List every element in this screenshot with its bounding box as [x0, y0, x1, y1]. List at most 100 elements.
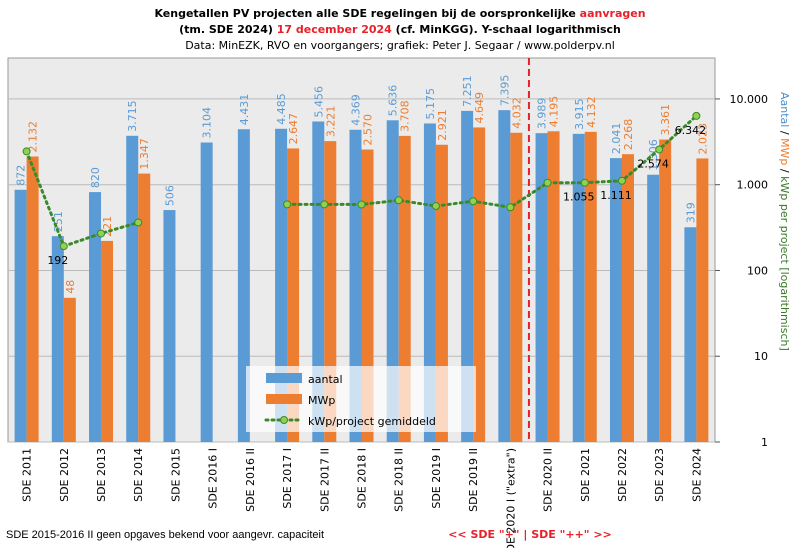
value-label: 1.055 — [563, 191, 595, 204]
bar — [312, 121, 325, 442]
value-label: 3.221 — [324, 106, 337, 138]
value-label: 7.251 — [461, 75, 474, 107]
text-part: Kengetallen PV projecten alle SDE regeli… — [154, 7, 579, 20]
value-label: 4.649 — [473, 92, 486, 124]
value-label: 5.175 — [424, 88, 437, 120]
x-tick-label: SDE 2021 — [579, 448, 592, 502]
value-label: 872 — [15, 165, 28, 186]
divider-label: << SDE "+" | SDE "++" >> — [448, 528, 612, 541]
x-tick-label: SDE 2016 I — [207, 448, 220, 509]
bar — [659, 139, 672, 442]
value-label: 3.715 — [126, 100, 139, 132]
legend-swatch — [266, 373, 302, 383]
value-label: 6.342 — [675, 124, 707, 137]
bar — [609, 158, 622, 442]
line-marker — [692, 111, 701, 120]
chart-subtitle: (tm. SDE 2024) 17 december 2024 (cf. Min… — [179, 23, 621, 36]
footnote: SDE 2015-2016 II geen opgaves bekend voo… — [6, 529, 324, 541]
bar — [200, 142, 213, 442]
legend-label: kWp/project gemiddeld — [308, 415, 436, 428]
y-axis-label: Aantal / MWp / kWp per project [logarith… — [778, 92, 791, 351]
x-tick-label: SDE 2015 — [169, 448, 182, 502]
x-tick-label: SDE 2016 II — [244, 448, 257, 512]
value-label: 2.647 — [287, 113, 300, 145]
bar — [510, 132, 523, 443]
bar — [26, 156, 39, 442]
x-tick-label: SDE 2013 — [95, 448, 108, 502]
x-tick-label: SDE 2018 I — [356, 448, 369, 509]
bar — [101, 240, 114, 442]
value-label: 2.132 — [27, 121, 40, 153]
y-tick-label: 1.000 — [737, 179, 769, 192]
bar — [63, 297, 76, 442]
value-label: 3.989 — [536, 98, 549, 130]
bar — [547, 131, 560, 442]
text-part: (tm. SDE 2024) — [179, 23, 277, 36]
value-label: 2.041 — [610, 123, 623, 155]
x-tick-label: SDE 2024 — [690, 448, 703, 502]
x-tick-label: SDE 2019 II — [467, 448, 480, 512]
text-part: / — [778, 127, 791, 138]
value-label: 3.104 — [201, 107, 214, 139]
bar — [138, 173, 151, 443]
value-label: 2.570 — [362, 114, 375, 146]
line-marker — [617, 176, 626, 185]
line-marker — [22, 147, 31, 156]
value-label: 3.708 — [399, 100, 412, 132]
chart-title: Kengetallen PV projecten alle SDE regeli… — [154, 7, 645, 20]
value-label: 4.485 — [275, 93, 288, 125]
x-tick-label: SDE 2019 I — [430, 448, 443, 509]
value-label: 4.132 — [585, 96, 598, 128]
value-label: 5.456 — [312, 86, 325, 118]
bar — [237, 129, 250, 442]
x-tick-label: SDE 2011 — [21, 448, 34, 502]
value-label: 4.431 — [238, 94, 251, 126]
value-label: 1.111 — [600, 189, 632, 202]
x-tick-label: SDE 2022 — [616, 448, 629, 502]
line-marker — [59, 242, 68, 251]
value-label: 5.636 — [387, 85, 400, 117]
value-label: 192 — [47, 254, 68, 267]
line-marker — [469, 197, 478, 206]
legend-label: MWp — [308, 394, 335, 407]
y-tick-label: 100 — [747, 264, 768, 277]
x-tick-label: SDE 2020 II — [542, 448, 555, 512]
y-tick-label: 10.000 — [730, 93, 769, 106]
bar — [461, 110, 474, 442]
value-label: 820 — [89, 167, 102, 188]
bar — [275, 128, 288, 442]
x-tick-label: SDE 2023 — [653, 448, 666, 502]
text-part: kWp per project [logarithmisch] — [778, 176, 791, 351]
line-marker — [283, 200, 292, 209]
chart-source: Data: MinEZK, RVO en voorgangers; grafie… — [185, 39, 615, 52]
bar — [51, 236, 64, 442]
line-marker — [506, 203, 515, 212]
value-label: 3.361 — [659, 104, 672, 136]
value-label: 4.369 — [350, 94, 363, 126]
y-tick-label: 10 — [754, 350, 768, 363]
legend-label: aantal — [308, 373, 343, 386]
value-label: 4.195 — [548, 96, 561, 128]
value-label: 319 — [684, 202, 697, 223]
line-marker — [97, 229, 106, 238]
value-label: 2.023 — [696, 123, 709, 155]
value-label: 2.574 — [637, 157, 669, 170]
y-tick-label: 1 — [761, 436, 768, 449]
bar — [647, 174, 660, 442]
bar — [684, 227, 697, 442]
line-marker — [320, 200, 329, 209]
line-marker — [357, 200, 366, 209]
line — [25, 114, 698, 249]
value-label: 2.921 — [436, 109, 449, 141]
bar — [126, 135, 139, 443]
bar — [584, 131, 597, 442]
text-part: Aantal — [778, 92, 791, 127]
bar — [89, 192, 102, 442]
text-part: (cf. MinKGG). Y-schaal logarithmisch — [392, 23, 621, 36]
x-tick-label: SDE 2020 I ("extra") — [504, 448, 517, 548]
line-marker — [543, 178, 552, 187]
value-label: 506 — [163, 185, 176, 206]
value-label: 3.915 — [573, 98, 586, 130]
bar — [473, 127, 486, 443]
